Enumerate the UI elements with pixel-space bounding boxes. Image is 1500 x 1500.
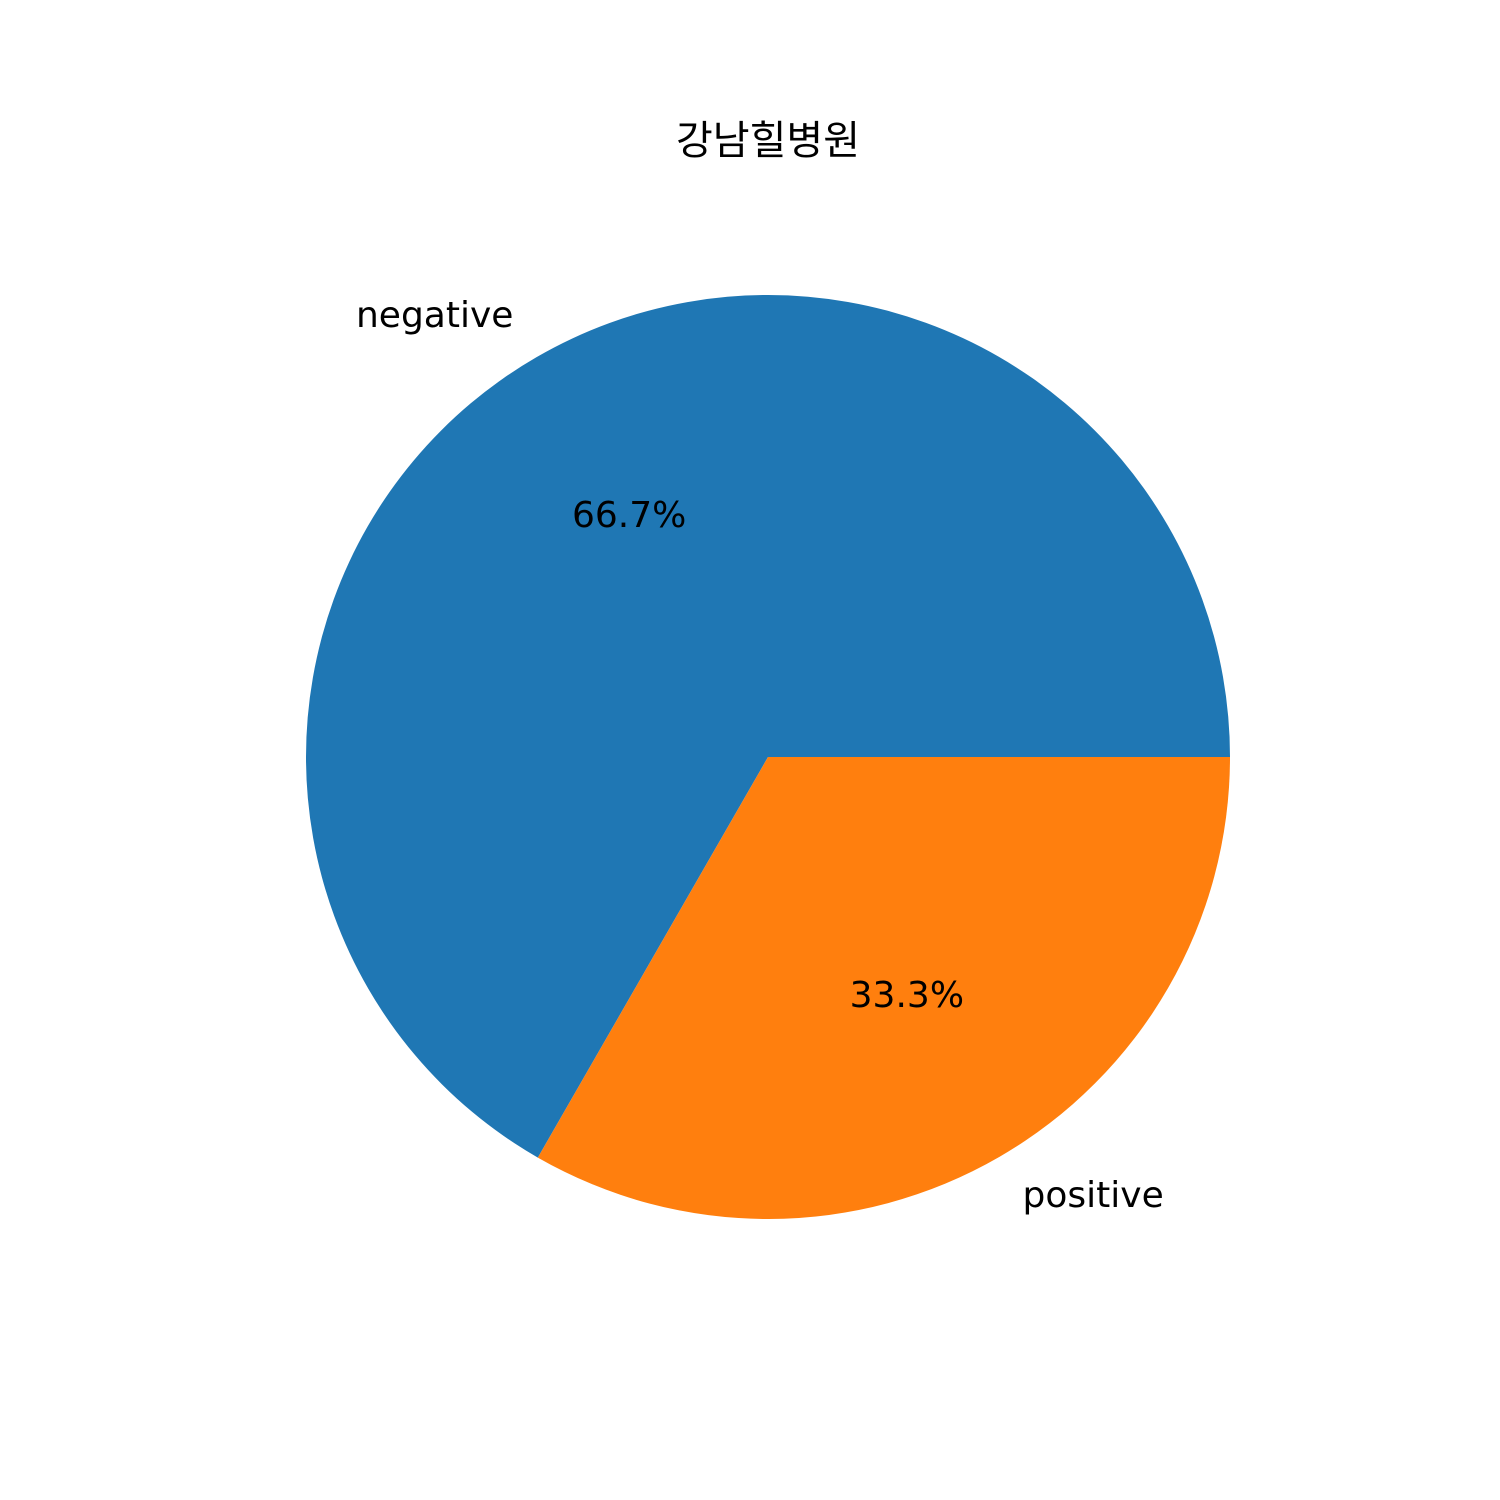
percent-label-negative: 66.7%	[572, 495, 686, 536]
pie-labels: negative 66.7% positive 33.3%	[356, 295, 1164, 1216]
pie-slice-negative	[305, 294, 1230, 1158]
chart-title: 강남힐병원	[676, 118, 860, 164]
pie-slice-positive	[537, 757, 1230, 1219]
pie-slices	[305, 294, 1230, 1219]
slice-label-negative: negative	[356, 295, 513, 336]
slice-label-positive: positive	[1023, 1175, 1164, 1216]
percent-label-positive: 33.3%	[850, 975, 964, 1016]
